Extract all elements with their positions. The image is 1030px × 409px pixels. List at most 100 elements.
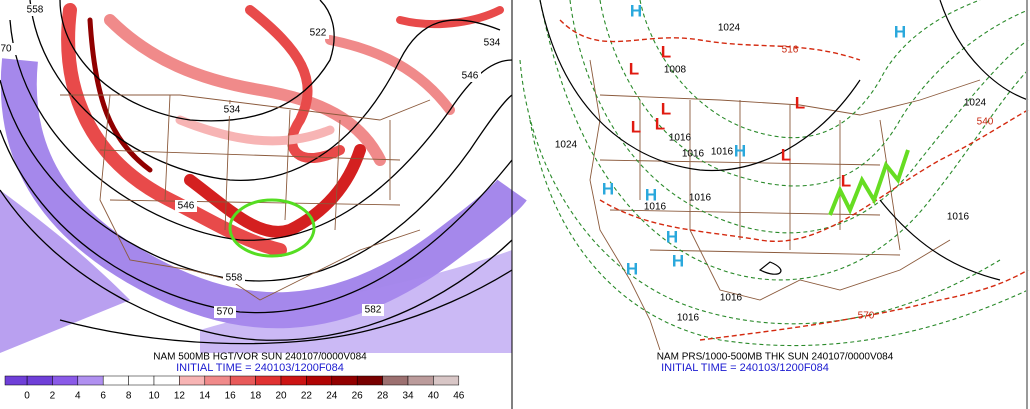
low-marker: L — [661, 42, 671, 61]
low-marker: L — [631, 117, 641, 136]
label-bg — [214, 306, 236, 318]
colorbar-swatch — [52, 375, 79, 386]
map-subtitle: INITIAL TIME = 240103/1200F084 — [661, 362, 829, 374]
colorbar-swatch — [229, 375, 256, 386]
high-marker: H — [645, 185, 657, 204]
contour-label: 534 — [224, 105, 241, 116]
label-bg — [24, 4, 46, 16]
contour-label: 1024 — [718, 23, 741, 34]
colorbar-swatch — [204, 375, 231, 386]
colorbar-label: 12 — [174, 391, 186, 402]
vorticity-band — [200, 250, 512, 353]
high-marker: H — [626, 259, 638, 278]
colorbar-label: 2 — [50, 391, 56, 402]
highlight-squiggle — [828, 149, 910, 216]
contour-label: 1016 — [644, 202, 667, 213]
colorbar-swatch — [77, 375, 104, 386]
colorbar-label: 4 — [75, 391, 81, 402]
label-bg — [481, 37, 503, 49]
colorbar-swatch — [280, 375, 307, 386]
contour-label: 558 — [27, 5, 44, 16]
high-marker: H — [734, 141, 746, 160]
label-bg — [459, 70, 481, 82]
colorbar-swatch — [128, 375, 155, 386]
contour-label: 546 — [178, 201, 195, 212]
contour-label: 1016 — [682, 149, 705, 160]
low-marker: L — [629, 59, 639, 78]
contour-label: 1016 — [669, 133, 692, 144]
colorbar-swatch — [306, 375, 333, 386]
colorbar-label: 34 — [402, 391, 414, 402]
colorbar-label: 26 — [352, 391, 364, 402]
colorbar-label: 20 — [275, 391, 287, 402]
contour-label: 1016 — [689, 193, 712, 204]
contour-label: 558 — [226, 273, 243, 284]
label-bg — [307, 27, 329, 39]
high-marker: H — [672, 251, 684, 270]
high-marker: H — [602, 179, 614, 198]
colorbar-label: 6 — [100, 391, 106, 402]
contour-label: 1016 — [947, 212, 970, 223]
colorbar-label: 0 — [24, 391, 30, 402]
colorbar-swatch — [153, 375, 180, 386]
height-contour — [0, 0, 513, 345]
colorbar-label: 8 — [126, 391, 132, 402]
map-subtitle: INITIAL TIME = 240103/1200F084 — [176, 362, 344, 374]
colorbar-swatch — [179, 375, 206, 386]
high-marker: H — [666, 227, 678, 246]
colorbar-swatch — [407, 375, 434, 386]
map-title: NAM 500MB HGT/VOR SUN 240107/0000V084 — [153, 352, 367, 363]
low-marker: L — [795, 93, 805, 112]
thickness-contour — [519, 0, 1029, 347]
map-title: NAM PRS/1000-500MB THK SUN 240107/0000V0… — [657, 352, 894, 363]
colorbar-swatch — [382, 375, 409, 386]
low-marker: L — [781, 145, 791, 164]
vorticity-band — [0, 58, 527, 329]
thickness-label: 570 — [858, 311, 875, 322]
contour-label: 1008 — [664, 65, 687, 76]
colorbar-swatch — [102, 375, 129, 386]
thickness-label: 540 — [977, 117, 994, 128]
colorbar-swatch — [4, 375, 28, 386]
high-marker: H — [894, 22, 906, 41]
colorbar-label: 14 — [199, 391, 211, 402]
colorbar-label: 24 — [326, 391, 338, 402]
contour-label: 570 — [217, 307, 234, 318]
label-bg — [0, 43, 17, 55]
highlight-circle — [228, 198, 316, 258]
colorbar-swatch — [356, 375, 383, 386]
low-marker: L — [661, 99, 671, 118]
thickness-red — [559, 19, 1029, 341]
colorbar-swatch — [26, 375, 53, 386]
colorbar-label: 18 — [250, 391, 262, 402]
high-marker: H — [630, 1, 642, 20]
contour-label: 1024 — [964, 98, 987, 109]
label-bg — [223, 272, 245, 284]
contour-label: 534 — [484, 38, 501, 49]
caption-area — [513, 353, 1030, 409]
contour-label: 522 — [310, 28, 327, 39]
label-bg — [362, 304, 384, 316]
contour-label: 546 — [462, 71, 479, 82]
colorbar-swatch — [433, 375, 460, 386]
contour-label: 70 — [0, 44, 12, 55]
colorbar-label: 40 — [428, 391, 440, 402]
right-map: 1024 1008 1016 1016 1016 1016 1024 1024 1016 1016… — [513, 0, 1030, 409]
left-map: 558 522 534 546 546 558 570 582 534 70 NAM 500MB … — [0, 0, 527, 409]
colorbar-label: 46 — [453, 391, 465, 402]
label-bg — [175, 200, 197, 212]
contour-label: 1016 — [677, 313, 700, 324]
pressure-contour — [539, 0, 1029, 281]
contour-label: 1016 — [711, 147, 734, 158]
low-marker: L — [841, 171, 851, 190]
contour-label: 1016 — [720, 293, 743, 304]
contour-label: 582 — [365, 305, 382, 316]
label-bg — [221, 104, 243, 116]
colorbar-swatch — [331, 375, 358, 386]
colorbar-label: 16 — [225, 391, 237, 402]
borders — [589, 59, 981, 351]
thickness-label: 516 — [782, 45, 799, 56]
colorbar-label: 28 — [377, 391, 389, 402]
colorbar-label: 10 — [148, 391, 160, 402]
